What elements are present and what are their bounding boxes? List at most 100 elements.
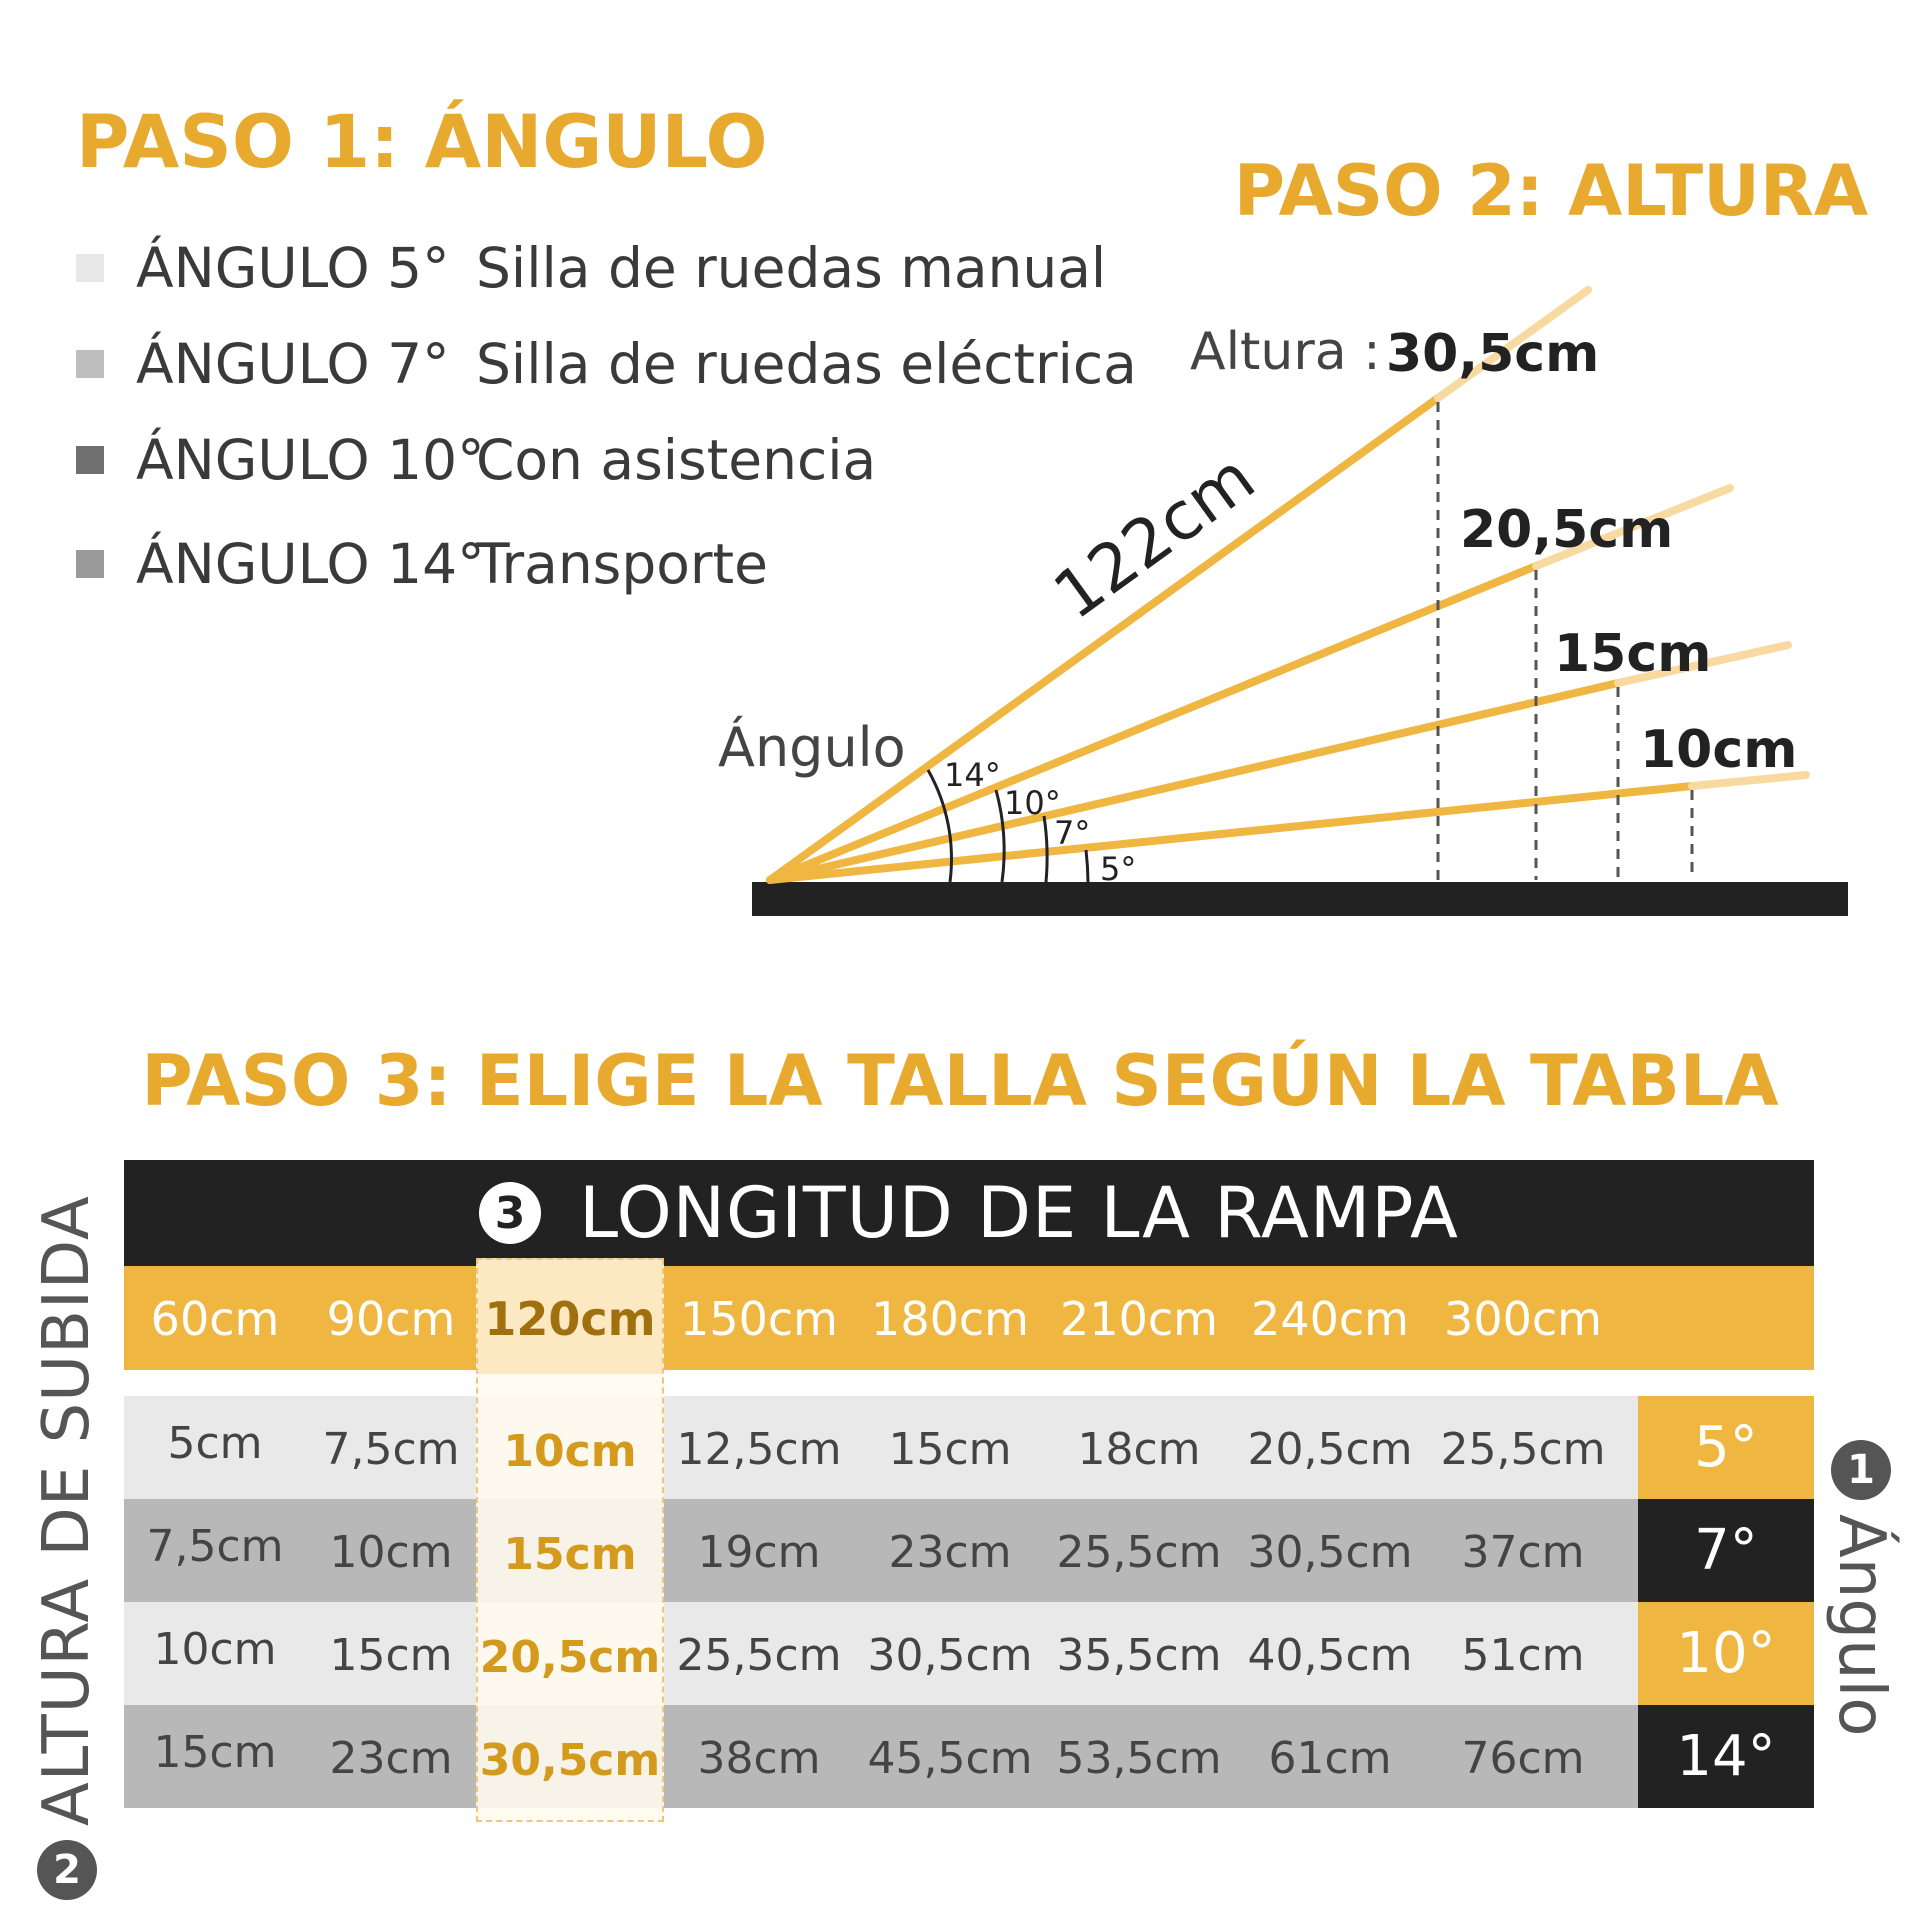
table-cell: 15cm	[888, 1424, 1012, 1475]
table-cell: 30,5cm	[1247, 1527, 1413, 1578]
rise-height-number-badge: 2	[37, 1840, 97, 1900]
ramp-line-14	[766, 394, 1442, 884]
table-cell: 51cm	[1461, 1630, 1585, 1681]
table-cell: 76cm	[1461, 1733, 1585, 1784]
ramp-line-7	[766, 679, 1622, 884]
length-cell: 210cm	[1060, 1292, 1218, 1346]
table-cell: 5cm	[167, 1418, 263, 1469]
step1-title: PASO 1: ÁNGULO	[76, 100, 768, 185]
legend-angle: ÁNGULO 5°	[136, 236, 450, 300]
table-cell: 15cm	[153, 1727, 277, 1778]
table-cell: 45,5cm	[867, 1733, 1033, 1784]
angle-legend: ÁNGULO 5° Silla de ruedas manual ÁNGULO …	[76, 220, 1137, 612]
step2-title: PASO 2: ALTURA	[1233, 150, 1868, 232]
legend-swatch	[76, 446, 104, 474]
table-cell: 23cm	[888, 1527, 1012, 1578]
height-value-10: 10cm	[1640, 720, 1798, 780]
length-cell: 60cm	[150, 1292, 280, 1346]
table-cell: 53,5cm	[1056, 1733, 1222, 1784]
legend-use: Con asistencia	[476, 428, 877, 492]
height-value-20-5: 20,5cm	[1460, 500, 1674, 560]
length-cell: 300cm	[1444, 1292, 1602, 1346]
table-cell-120-5: 10cm	[503, 1426, 637, 1477]
table-cell: 61cm	[1268, 1733, 1392, 1784]
table-cell: 38cm	[697, 1733, 821, 1784]
height-value-30-5: 30,5cm	[1386, 324, 1600, 384]
angle-label: Ángulo	[718, 716, 906, 779]
angle-side-label: 1 Ángulo	[1824, 1440, 1898, 1736]
table-cell: 7,5cm	[322, 1424, 460, 1475]
legend-swatch	[76, 350, 104, 378]
table-cell-120-10: 20,5cm	[479, 1632, 661, 1683]
table-cell: 12,5cm	[676, 1424, 842, 1475]
table-cell: 25,5cm	[676, 1630, 842, 1681]
legend-item-7: ÁNGULO 7° Silla de ruedas eléctrica	[76, 316, 1137, 412]
rise-height-side-label: 2 ALTURA DE SUBIDA	[30, 1195, 104, 1900]
angle-arc-7	[1042, 815, 1049, 883]
step3-title: PASO 3: ELIGE LA TALLA SEGÚN LA TABLA	[141, 1040, 1779, 1122]
ground-base	[752, 882, 1848, 916]
angle-arc-10	[994, 789, 1006, 883]
header-title: LONGITUD DE LA RAMPA	[579, 1172, 1459, 1254]
ramp-line-10	[766, 562, 1540, 884]
length-cell: 90cm	[326, 1292, 456, 1346]
length-cell: 240cm	[1251, 1292, 1409, 1346]
length-cell: 150cm	[680, 1292, 838, 1346]
angle-arc-14	[926, 769, 953, 883]
legend-angle: ÁNGULO 7°	[136, 332, 450, 396]
angle-value-10: 10°	[1004, 784, 1061, 822]
angle-value-14: 14°	[944, 756, 1001, 794]
ramp-angle-diagram	[752, 286, 1848, 916]
table-cell: 19cm	[697, 1527, 821, 1578]
table-cell-120-14: 30,5cm	[479, 1735, 661, 1786]
highlighted-column-header-bg	[478, 1260, 662, 1374]
table-cell: 20,5cm	[1247, 1424, 1413, 1475]
table-cell: 18cm	[1077, 1424, 1201, 1475]
angle-cell-5: 5°	[1638, 1396, 1814, 1499]
table-row: 5cm 7,5cm 12,5cm 15cm 18cm 20,5cm 25,5cm	[124, 1396, 1638, 1499]
length-cell-120: 120cm	[484, 1292, 656, 1346]
angle-side-text: Ángulo	[1824, 1514, 1898, 1737]
legend-item-10: ÁNGULO 10° Con asistencia	[76, 412, 1137, 508]
legend-item-5: ÁNGULO 5° Silla de ruedas manual	[76, 220, 1137, 316]
length-row: 60cm 90cm 150cm 180cm 210cm 240cm 300cm	[124, 1266, 1814, 1370]
angle-number-badge: 1	[1831, 1440, 1891, 1500]
ramp-line-5	[766, 782, 1696, 884]
angle-cell-7: 7°	[1638, 1499, 1814, 1602]
table-cell: 35,5cm	[1056, 1630, 1222, 1681]
table-cell: 25,5cm	[1056, 1527, 1222, 1578]
table-row: 10cm 15cm 25,5cm 30,5cm 35,5cm 40,5cm 51…	[124, 1602, 1638, 1705]
legend-use: Transporte	[476, 532, 768, 596]
table-cell: 37cm	[1461, 1527, 1585, 1578]
legend-use: Silla de ruedas eléctrica	[476, 332, 1137, 396]
angle-cell-10: 10°	[1638, 1602, 1814, 1705]
table-header: 3 LONGITUD DE LA RAMPA	[124, 1160, 1814, 1266]
table-cell: 25,5cm	[1440, 1424, 1606, 1475]
table-cell: 10cm	[153, 1624, 277, 1675]
table-row: 7,5cm 10cm 19cm 23cm 25,5cm 30,5cm 37cm	[124, 1499, 1638, 1602]
table-row: 15cm 23cm 38cm 45,5cm 53,5cm 61cm 76cm	[124, 1705, 1638, 1808]
height-label: Altura :	[1190, 322, 1381, 382]
table-cell: 7,5cm	[146, 1521, 284, 1572]
angle-cell-14: 14°	[1638, 1705, 1814, 1808]
table-cell: 30,5cm	[867, 1630, 1033, 1681]
ramp-line-10-ext	[1532, 484, 1734, 570]
legend-swatch	[76, 550, 104, 578]
table-cell: 10cm	[329, 1527, 453, 1578]
header-number-badge: 3	[479, 1182, 542, 1244]
angle-value-7: 7°	[1054, 814, 1091, 852]
ramp-line-7-ext	[1614, 641, 1792, 687]
table-cell: 40,5cm	[1247, 1630, 1413, 1681]
angle-value-5: 5°	[1100, 850, 1137, 888]
highlighted-column-120cm: 120cm 10cm 15cm 20,5cm 30,5cm	[476, 1258, 664, 1822]
ramp-line-5-ext	[1688, 771, 1810, 790]
table-cell: 15cm	[329, 1630, 453, 1681]
ramp-line-14-ext	[1434, 286, 1592, 402]
rise-height-label: ALTURA DE SUBIDA	[30, 1195, 104, 1826]
legend-angle: ÁNGULO 14°	[136, 532, 485, 596]
height-value-15: 15cm	[1554, 624, 1712, 684]
length-cell: 180cm	[871, 1292, 1029, 1346]
legend-use: Silla de ruedas manual	[476, 236, 1107, 300]
legend-angle: ÁNGULO 10°	[136, 428, 485, 492]
legend-item-14: ÁNGULO 14° Transporte	[76, 516, 1137, 612]
